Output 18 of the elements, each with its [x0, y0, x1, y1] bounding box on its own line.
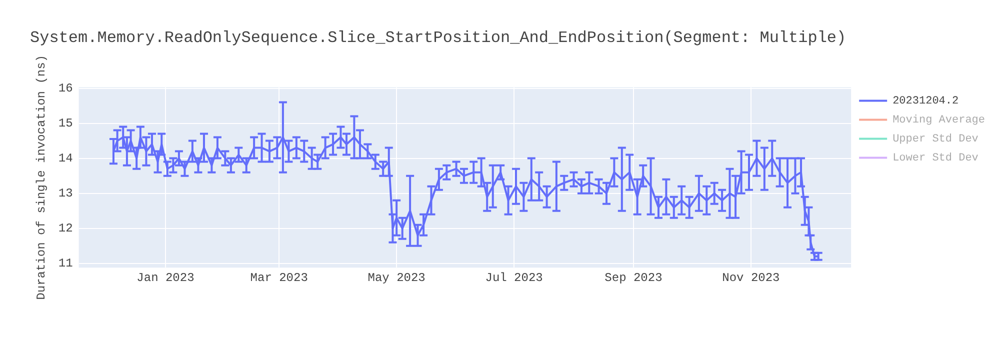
legend-label: Moving Average: [892, 114, 986, 127]
y-tick-label: 15: [58, 116, 73, 130]
y-tick-label: 16: [58, 81, 73, 96]
legend-label: 20231204.2: [892, 96, 959, 108]
legend-label: Upper Std Dev: [892, 134, 979, 146]
x-tick-label: Sep 2023: [604, 270, 662, 285]
y-tick-label: 12: [58, 222, 73, 236]
x-tick-label: Jan 2023: [136, 270, 194, 285]
x-tick-label: Mar 2023: [250, 270, 308, 285]
legend-label: Lower Std Dev: [892, 152, 979, 165]
chart-title: System.Memory.ReadOnlySequence.Slice_StartPosition_And_EndPosition(Segment: Multiple): [30, 28, 846, 47]
y-tick-label: 11: [58, 256, 73, 271]
x-tick-label: May 2023: [368, 270, 426, 285]
x-tick-label: Jul 2023: [485, 270, 543, 285]
y-tick-label: 14: [58, 151, 73, 166]
y-axis-title: Duration of single invocation (ns): [34, 54, 48, 300]
y-tick-label: 13: [58, 186, 73, 201]
x-tick-label: Nov 2023: [722, 270, 780, 285]
